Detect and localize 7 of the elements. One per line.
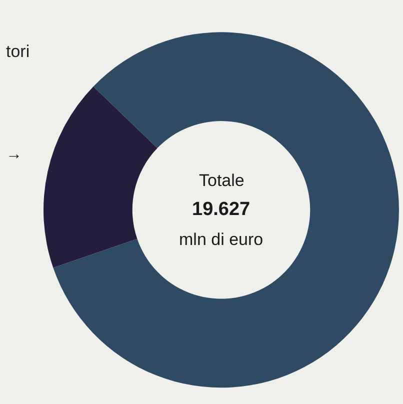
text: →	[6, 146, 22, 163]
text: 19.627	[192, 199, 250, 220]
donut-slice	[53, 32, 399, 388]
donut-slice	[44, 86, 158, 268]
text: mln di euro	[179, 230, 264, 249]
text: Totale	[199, 171, 244, 190]
slice-label: tori	[6, 42, 30, 61]
